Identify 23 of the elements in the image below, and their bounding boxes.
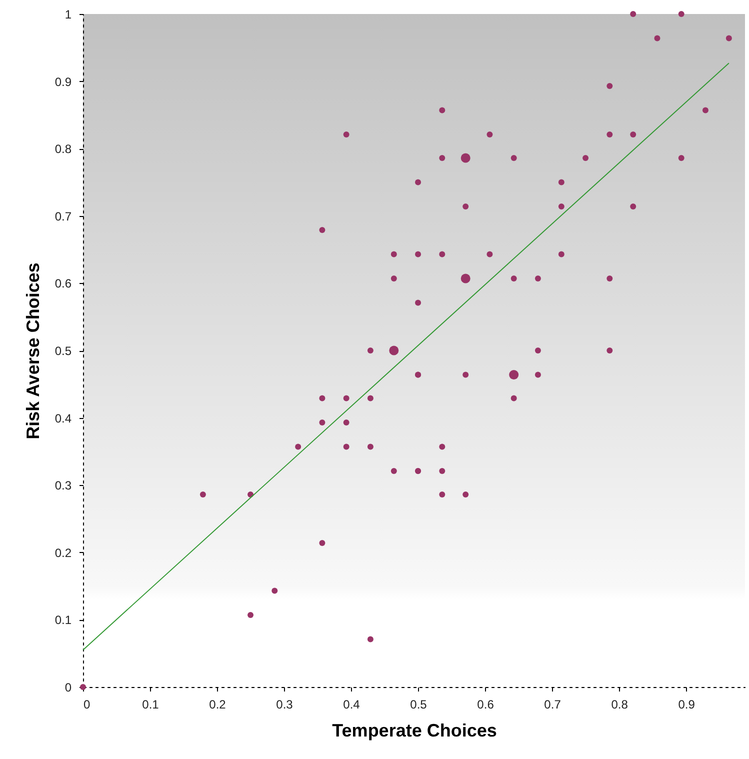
x-tick-label: 0.1 (142, 698, 160, 712)
x-tick-label: 0.2 (209, 698, 226, 712)
x-tick-label: 0.5 (410, 698, 428, 712)
x-tick-label: 0.9 (678, 698, 696, 712)
x-tick-label: 0.4 (343, 698, 360, 712)
y-tick-label: 0.3 (54, 478, 72, 493)
y-tick-label: 0.8 (54, 142, 72, 156)
x-tick-label: 0.6 (477, 698, 494, 712)
x-tick-label: 0 (84, 698, 90, 712)
y-tick-label: 0.5 (54, 344, 72, 358)
x-tick-label: 0.3 (276, 698, 294, 712)
x-axis-title: Temperate Choices (332, 720, 497, 740)
y-tick-label: 0.4 (54, 411, 72, 426)
x-tick-label: 0.7 (544, 698, 562, 712)
y-tick-label: 0.7 (54, 209, 72, 224)
y-tick-label: 0.6 (54, 276, 72, 291)
x-tick-label: 0.8 (611, 698, 628, 712)
y-tick-label: 1 (64, 8, 72, 22)
y-tick-label: 0 (64, 680, 72, 694)
y-tick-label: 0.1 (54, 613, 72, 628)
y-tick-label: 0.2 (54, 546, 72, 560)
y-axis-title: Risk Averse Choices (22, 262, 43, 440)
y-tick-label: 0.9 (54, 74, 72, 89)
